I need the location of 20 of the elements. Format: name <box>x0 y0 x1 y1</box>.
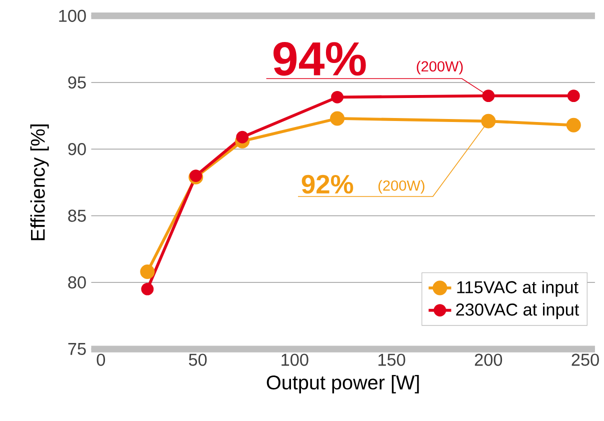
y-tick-label: 100 <box>59 10 86 22</box>
x-tick-label: 200 <box>474 354 502 366</box>
annotation: 94% <box>273 42 366 76</box>
x-axis-title: Output power [W] <box>266 374 419 394</box>
annotation: (200W) <box>416 60 463 74</box>
y-axis-title: Efficiency [%] <box>30 124 49 240</box>
y-tick-label: 95 <box>68 76 86 88</box>
y-tick-label: 85 <box>68 209 86 222</box>
legend-label: 115VAC at input <box>457 280 578 297</box>
annotation: (200W) <box>378 180 424 194</box>
y-tick-label: 75 <box>68 342 86 355</box>
x-tick-label: 50 <box>188 354 207 366</box>
annotation: 92% <box>302 174 354 194</box>
x-tick-label: 250 <box>572 354 599 366</box>
legend-label: 230VAC at input <box>456 302 580 319</box>
x-tick-label: 0 <box>96 354 106 366</box>
x-tick-label: 150 <box>378 354 406 366</box>
y-tick-label: 80 <box>68 276 86 288</box>
y-tick-label: 90 <box>68 142 86 156</box>
x-tick-label: 100 <box>282 354 308 366</box>
